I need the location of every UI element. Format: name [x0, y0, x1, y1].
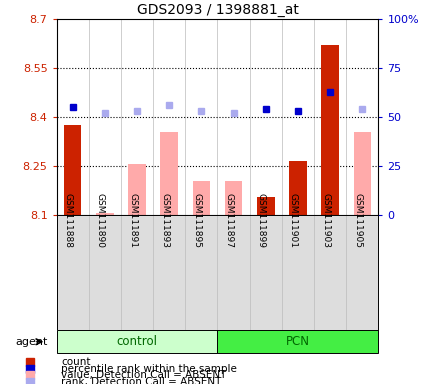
Bar	[217, 330, 378, 353]
Bar	[56, 330, 217, 353]
Text: agent: agent	[16, 337, 48, 347]
Text: GSM111891: GSM111891	[128, 193, 137, 248]
Text: GSM111897: GSM111897	[224, 193, 233, 248]
Text: GSM111895: GSM111895	[192, 193, 201, 248]
Title: GDS2093 / 1398881_at: GDS2093 / 1398881_at	[136, 3, 298, 17]
Bar	[289, 161, 306, 215]
Text: count: count	[61, 357, 90, 367]
Bar	[256, 197, 274, 215]
Bar	[321, 45, 338, 215]
Bar	[128, 164, 145, 215]
Text: control: control	[116, 335, 157, 348]
Text: value, Detection Call = ABSENT: value, Detection Call = ABSENT	[61, 370, 226, 380]
Text: GSM111903: GSM111903	[320, 193, 329, 248]
Bar	[64, 125, 81, 215]
Bar	[224, 181, 242, 215]
Text: GSM111893: GSM111893	[160, 193, 169, 248]
Text: rank, Detection Call = ABSENT: rank, Detection Call = ABSENT	[61, 377, 221, 384]
Bar	[160, 132, 178, 215]
Bar	[96, 214, 113, 215]
Bar	[353, 132, 370, 215]
Text: GSM111901: GSM111901	[288, 193, 297, 248]
Text: GSM111905: GSM111905	[352, 193, 362, 248]
Text: GSM111890: GSM111890	[95, 193, 105, 248]
Bar	[192, 181, 210, 215]
Text: PCN: PCN	[285, 335, 309, 348]
Text: GSM111899: GSM111899	[256, 193, 265, 248]
Text: percentile rank within the sample: percentile rank within the sample	[61, 364, 236, 374]
Text: GSM111888: GSM111888	[63, 193, 72, 248]
